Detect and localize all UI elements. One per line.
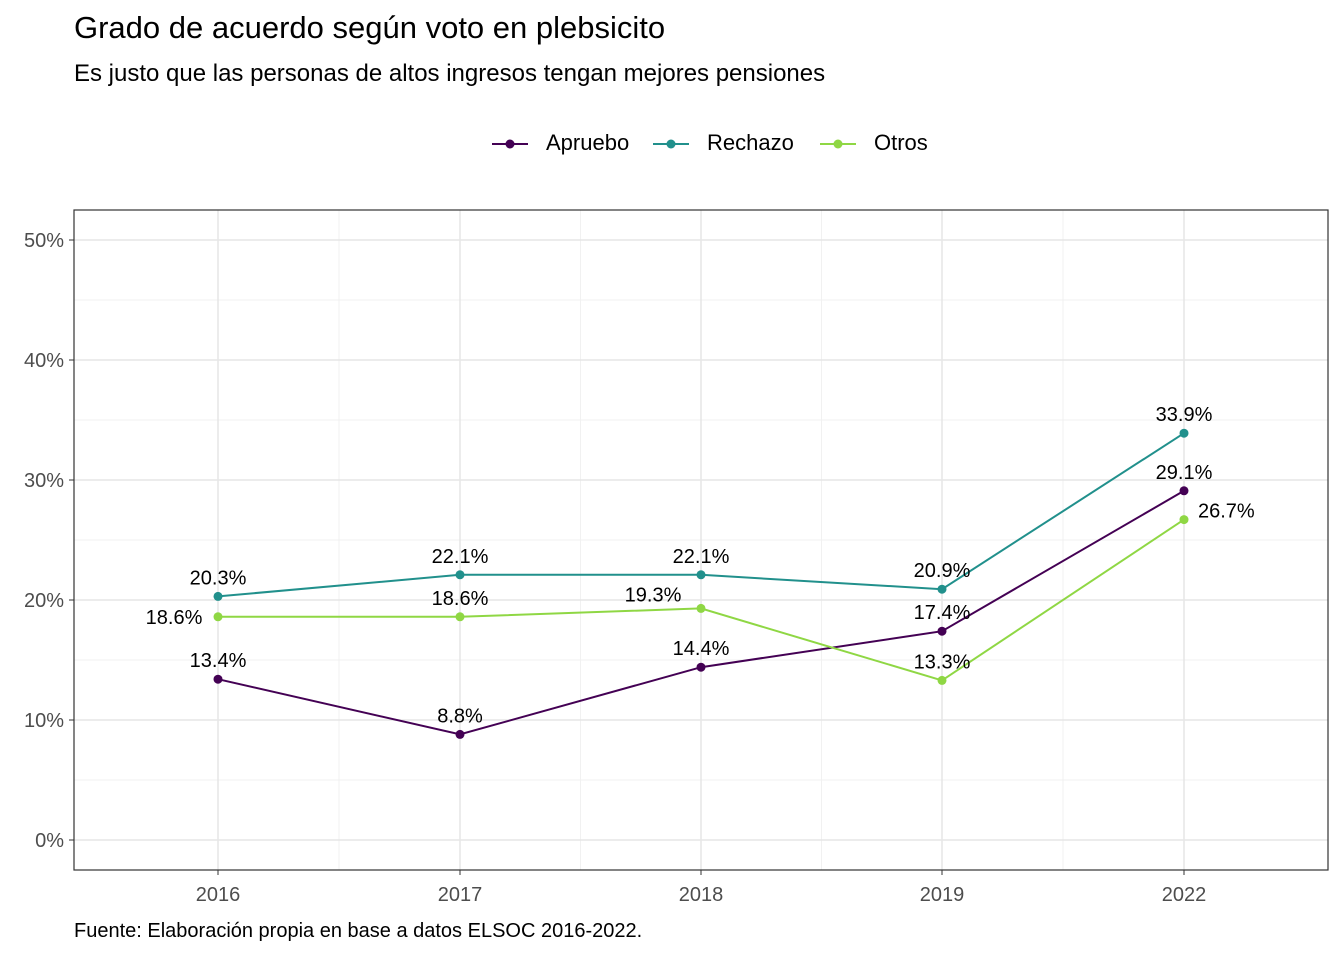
data-label-apruebo: 17.4% <box>914 602 971 624</box>
y-tick-label: 30% <box>24 470 64 492</box>
point-apruebo <box>937 626 947 636</box>
data-label-otros: 18.6% <box>432 588 489 610</box>
x-tick-label: 2019 <box>920 884 965 906</box>
point-otros <box>696 603 706 613</box>
data-label-otros: 26.7% <box>1198 501 1255 523</box>
data-label-apruebo: 13.4% <box>190 650 247 672</box>
legend-label-apruebo: Apruebo <box>546 130 630 155</box>
point-apruebo <box>696 662 706 672</box>
y-tick-label: 10% <box>24 710 64 732</box>
legend-label-rechazo: Rechazo <box>707 130 794 155</box>
legend-label-otros: Otros <box>874 130 928 155</box>
data-label-otros: 18.6% <box>146 607 203 629</box>
legend-key-otros <box>820 139 856 149</box>
point-rechazo <box>696 570 706 580</box>
y-tick-label: 40% <box>24 350 64 372</box>
point-rechazo <box>455 570 465 580</box>
point-otros <box>455 612 465 622</box>
y-tick-label: 50% <box>24 230 64 252</box>
data-label-apruebo: 29.1% <box>1156 462 1213 484</box>
data-label-otros: 19.3% <box>625 584 682 606</box>
point-otros <box>1179 515 1189 525</box>
chart-subtitle: Es justo que las personas de altos ingre… <box>74 60 826 87</box>
point-apruebo <box>213 674 223 684</box>
data-label-otros: 13.3% <box>914 651 971 673</box>
y-tick-label: 0% <box>35 830 64 852</box>
legend-key-apruebo <box>492 139 528 149</box>
point-otros <box>937 675 947 685</box>
y-tick-label: 20% <box>24 590 64 612</box>
x-tick-label: 2018 <box>679 884 724 906</box>
chart-title: Grado de acuerdo según voto en plebsicit… <box>74 10 666 45</box>
point-rechazo <box>213 591 223 601</box>
x-tick-label: 2017 <box>438 884 483 906</box>
data-label-rechazo: 22.1% <box>673 546 730 568</box>
point-rechazo <box>937 584 947 594</box>
data-label-rechazo: 33.9% <box>1156 404 1213 426</box>
plot-panel <box>73 209 1329 871</box>
data-label-apruebo: 8.8% <box>437 705 483 727</box>
point-apruebo <box>455 729 465 739</box>
data-label-apruebo: 14.4% <box>673 638 730 660</box>
legend: Apruebo Rechazo Otros <box>0 128 1344 160</box>
point-rechazo <box>1179 428 1189 438</box>
data-label-rechazo: 20.3% <box>190 567 247 589</box>
chart-caption: Fuente: Elaboración propia en base a dat… <box>74 920 643 942</box>
data-label-rechazo: 20.9% <box>914 560 971 582</box>
point-otros <box>213 612 223 622</box>
data-label-rechazo: 22.1% <box>432 546 489 568</box>
x-tick-label: 2022 <box>1162 884 1207 906</box>
point-apruebo <box>1179 486 1189 496</box>
legend-key-rechazo <box>653 139 689 149</box>
x-tick-label: 2016 <box>196 884 241 906</box>
